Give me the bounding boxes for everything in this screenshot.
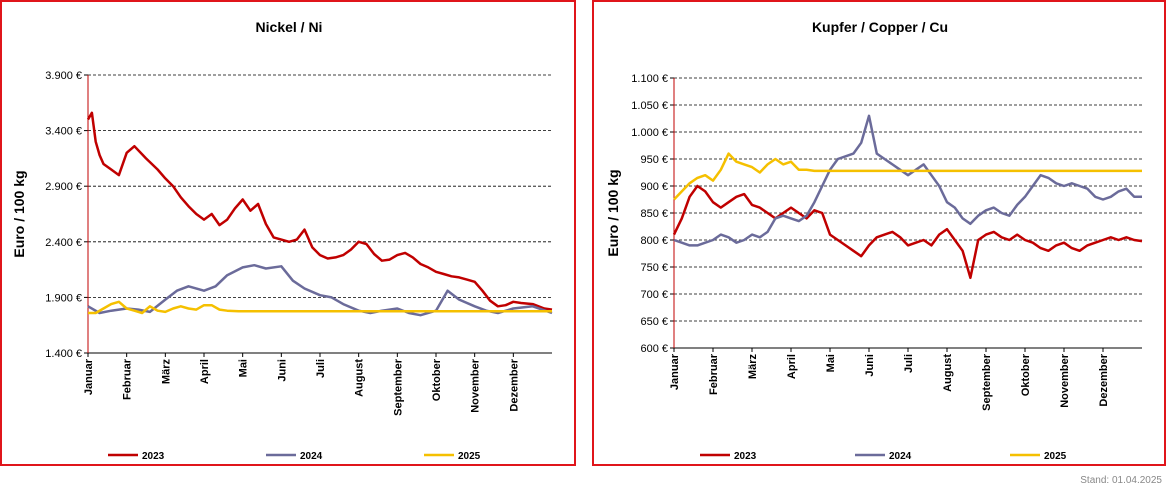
nickel-y-tick-label: 2.900 € bbox=[45, 181, 82, 193]
nickel-chart: Nickel / Ni Euro / 100 kg 1.400 € 1.900 € 2.… bbox=[11, 19, 553, 462]
copper-month-label: Oktober bbox=[1020, 353, 1032, 396]
copper-y-axis-label: Euro / 100 kg bbox=[605, 169, 621, 256]
nickel-month-label: Januar bbox=[83, 358, 95, 395]
nickel-legend-label-2025: 2025 bbox=[458, 451, 481, 462]
copper-y-tick-label: 650 € bbox=[640, 316, 668, 328]
copper-y-tick-label: 950 € bbox=[640, 154, 668, 166]
nickel-series-2025-line bbox=[88, 300, 552, 315]
copper-month-label: Dezember bbox=[1098, 353, 1110, 406]
copper-month-label: Juli bbox=[903, 354, 915, 373]
nickel-month-label: September bbox=[392, 358, 404, 416]
copper-month-label: April bbox=[786, 354, 798, 379]
copper-y-tick-label: 1.050 € bbox=[631, 100, 668, 112]
nickel-y-tick-label: 3.900 € bbox=[45, 70, 82, 82]
copper-month-label: Januar bbox=[669, 353, 681, 390]
nickel-y-tick-label: 1.400 € bbox=[45, 348, 82, 360]
nickel-month-label: April bbox=[199, 359, 211, 384]
nickel-y-tick-label: 3.400 € bbox=[45, 126, 82, 138]
nickel-month-label: August bbox=[354, 359, 366, 397]
nickel-series-2024-line bbox=[87, 263, 553, 317]
copper-month-label: Juni bbox=[864, 354, 876, 377]
nickel-month-label: November bbox=[470, 358, 482, 413]
nickel-month-label: Juni bbox=[276, 359, 288, 382]
nickel-month-label: Oktober bbox=[431, 358, 443, 401]
copper-month-label: Mai bbox=[825, 354, 837, 372]
copper-y-tick-label: 850 € bbox=[640, 208, 668, 220]
copper-y-tick-label: 800 € bbox=[640, 235, 668, 247]
copper-legend-label-2025: 2025 bbox=[1044, 451, 1067, 462]
copper-y-tick-label: 900 € bbox=[640, 181, 668, 193]
copper-chart-panel: Kupfer / Copper / Cu Euro / 100 kg 600 € 65… bbox=[592, 0, 1166, 466]
nickel-month-label: Dezember bbox=[508, 358, 520, 411]
nickel-chart-panel: Nickel / Ni Euro / 100 kg 1.400 € 1.900 € 2.… bbox=[0, 0, 576, 466]
nickel-legend-label-2024: 2024 bbox=[300, 451, 323, 462]
copper-series-2025-line bbox=[673, 152, 1142, 201]
copper-y-tick-label: 1.000 € bbox=[631, 127, 668, 139]
nickel-series-2023-line bbox=[86, 111, 553, 311]
copper-y-tick-label: 1.100 € bbox=[631, 73, 668, 85]
nickel-month-label: Juli bbox=[315, 359, 327, 378]
stand-date: Stand: 01.04.2025 bbox=[1080, 475, 1162, 486]
copper-legend-label-2024: 2024 bbox=[889, 451, 912, 462]
nickel-y-tick-label: 2.400 € bbox=[45, 237, 82, 249]
copper-month-label: Februar bbox=[708, 353, 720, 395]
nickel-month-label: Mai bbox=[238, 359, 250, 377]
copper-month-label: November bbox=[1059, 353, 1071, 408]
copper-y-tick-label: 600 € bbox=[640, 343, 668, 355]
nickel-y-tick-label: 1.900 € bbox=[45, 292, 82, 304]
nickel-month-label: März bbox=[160, 359, 172, 385]
copper-chart-title: Kupfer / Copper / Cu bbox=[812, 19, 948, 35]
copper-month-label: März bbox=[747, 354, 759, 380]
copper-series-2023-line bbox=[672, 184, 1143, 280]
copper-chart: Kupfer / Copper / Cu Euro / 100 kg 600 € 65… bbox=[605, 19, 1143, 462]
nickel-chart-title: Nickel / Ni bbox=[256, 19, 323, 35]
nickel-month-label: Februar bbox=[122, 358, 134, 400]
copper-y-tick-label: 700 € bbox=[640, 289, 668, 301]
nickel-legend-label-2023: 2023 bbox=[142, 451, 165, 462]
copper-series-2024-line bbox=[673, 114, 1142, 247]
copper-month-label: September bbox=[981, 353, 993, 411]
nickel-y-axis-label: Euro / 100 kg bbox=[11, 170, 27, 257]
copper-legend-label-2023: 2023 bbox=[734, 451, 757, 462]
copper-month-label: August bbox=[942, 354, 954, 392]
copper-y-tick-label: 750 € bbox=[640, 262, 668, 274]
